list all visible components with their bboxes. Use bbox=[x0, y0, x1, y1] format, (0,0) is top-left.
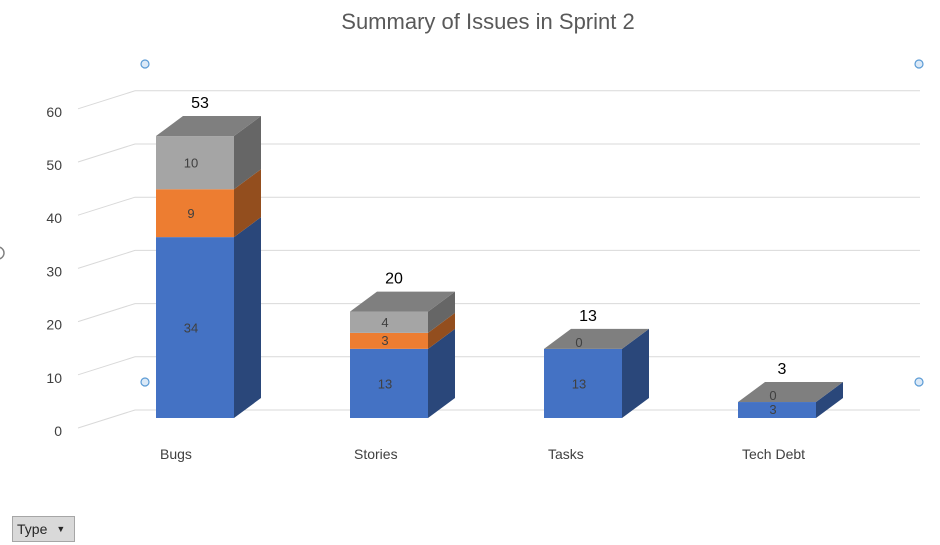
bar-segment bbox=[350, 311, 428, 333]
bar-stack: 13 0 13 bbox=[544, 308, 649, 418]
segment-data-label: 0 bbox=[575, 335, 582, 350]
y-tick-label: 20 bbox=[46, 317, 62, 333]
y-tick-label: 40 bbox=[46, 210, 62, 226]
y-tick-label: 10 bbox=[46, 370, 62, 386]
bar-segment-side bbox=[428, 328, 455, 418]
type-filter-label: Type bbox=[17, 521, 48, 537]
bar-top bbox=[350, 291, 455, 312]
total-data-label: 13 bbox=[579, 308, 597, 325]
category-label: Tasks bbox=[548, 446, 584, 462]
bar-top bbox=[156, 116, 261, 137]
chart-title: Summary of Issues in Sprint 2 bbox=[341, 9, 634, 34]
category-label: Tech Debt bbox=[742, 446, 805, 462]
bar-segment-side bbox=[816, 382, 843, 418]
gridline bbox=[77, 249, 920, 269]
resize-handle[interactable] bbox=[140, 59, 150, 69]
bar-segment-side bbox=[234, 217, 261, 418]
resize-handle[interactable] bbox=[914, 377, 924, 387]
category-label: Bugs bbox=[160, 446, 192, 462]
gridline bbox=[77, 196, 920, 216]
bar-segment bbox=[156, 189, 234, 238]
bar-segment bbox=[738, 402, 816, 418]
dropdown-arrow-icon: ▼ bbox=[56, 524, 66, 534]
segment-data-label: 4 bbox=[381, 315, 388, 330]
segment-data-label: 3 bbox=[381, 333, 388, 348]
bar-segment bbox=[156, 237, 234, 418]
gridline bbox=[77, 303, 920, 323]
bar-segment bbox=[544, 348, 622, 418]
y-tick-label: 30 bbox=[46, 263, 62, 279]
selection-handles bbox=[0, 59, 924, 387]
bar-stack: 303 bbox=[738, 361, 843, 418]
bar-segment-side bbox=[428, 291, 455, 333]
y-axis-ticks: 0 10 20 30 40 50 60 bbox=[46, 104, 62, 439]
gridline bbox=[77, 409, 920, 429]
bar-stack: 34 9 10 53 bbox=[156, 95, 261, 418]
bar-stack: 13 3 4 20 bbox=[350, 271, 455, 418]
bar-segment-side bbox=[234, 169, 261, 238]
y-tick-label: 60 bbox=[46, 104, 62, 120]
segment-data-label: 10 bbox=[184, 156, 198, 171]
category-labels: Bugs Stories Tasks Tech Debt bbox=[160, 446, 805, 462]
y-tick-label: 50 bbox=[46, 157, 62, 173]
total-data-label: 53 bbox=[191, 95, 209, 112]
gridlines bbox=[77, 90, 920, 429]
bar-top bbox=[738, 382, 843, 403]
gridline bbox=[77, 90, 920, 110]
segment-data-label: 34 bbox=[184, 321, 198, 336]
bar-top bbox=[544, 328, 649, 349]
bar-segment bbox=[350, 332, 428, 349]
type-filter-button[interactable]: Type ▼ bbox=[12, 516, 75, 542]
segment-data-label: 9 bbox=[187, 206, 194, 221]
bar-segment bbox=[156, 136, 234, 190]
y-tick-label: 0 bbox=[54, 423, 62, 439]
resize-handle[interactable] bbox=[914, 59, 924, 69]
bar-segment bbox=[350, 348, 428, 418]
segment-data-label: 13 bbox=[572, 376, 586, 391]
segment-data-label: 13 bbox=[378, 376, 392, 391]
segment-data-label: 0 bbox=[769, 388, 776, 403]
bar-segment-side bbox=[234, 116, 261, 190]
bar-segment-side bbox=[428, 312, 455, 349]
chart-area-handle[interactable] bbox=[0, 246, 5, 260]
total-data-label: 3 bbox=[778, 361, 787, 378]
category-label: Stories bbox=[354, 446, 398, 462]
gridline bbox=[77, 356, 920, 376]
bar-segment-side bbox=[622, 328, 649, 418]
total-data-label: 20 bbox=[385, 271, 403, 288]
segment-data-label: 3 bbox=[769, 402, 776, 417]
resize-handle[interactable] bbox=[140, 377, 150, 387]
gridline bbox=[77, 143, 920, 163]
